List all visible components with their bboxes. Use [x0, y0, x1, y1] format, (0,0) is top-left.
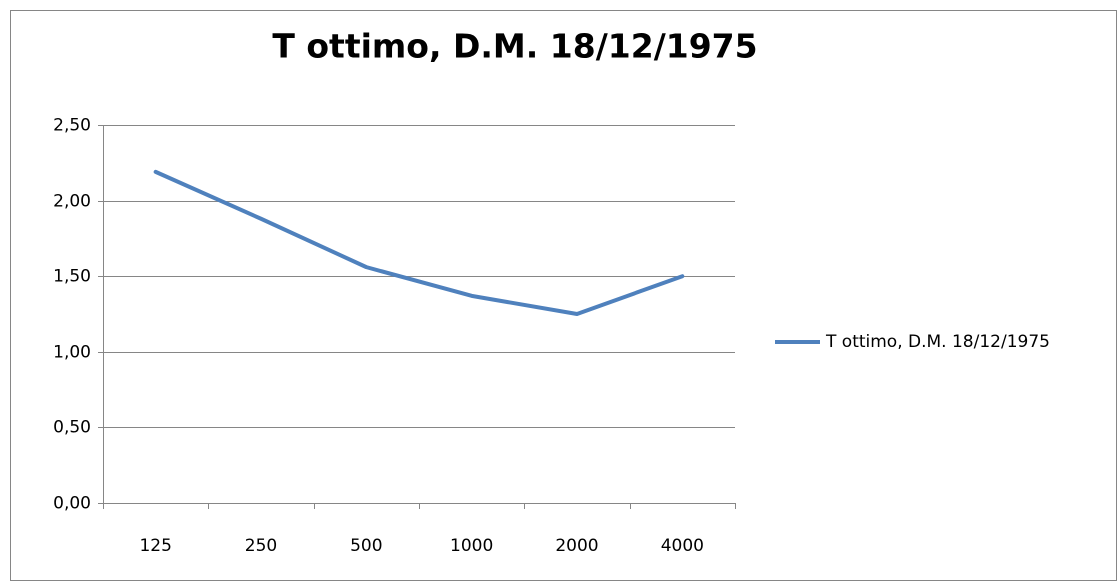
legend-label: T ottimo, D.M. 18/12/1975	[825, 332, 1050, 352]
chart-border	[10, 10, 1117, 581]
y-tick-label: 1,00	[53, 343, 91, 363]
x-tick-label: 2000	[555, 536, 598, 556]
chart-title: T ottimo, D.M. 18/12/1975	[272, 27, 757, 66]
y-tick-label: 0,50	[53, 418, 91, 438]
x-tick-label: 500	[350, 536, 382, 556]
x-tick-label: 4000	[661, 536, 704, 556]
y-tick-label: 2,50	[53, 116, 91, 136]
x-tick-label: 250	[245, 536, 277, 556]
y-tick-label: 2,00	[53, 192, 91, 212]
y-tick-label: 0,00	[53, 494, 91, 514]
y-tick-label: 1,50	[53, 267, 91, 287]
x-tick-label: 125	[139, 536, 171, 556]
x-tick-label: 1000	[450, 536, 493, 556]
data-line	[153, 169, 685, 316]
